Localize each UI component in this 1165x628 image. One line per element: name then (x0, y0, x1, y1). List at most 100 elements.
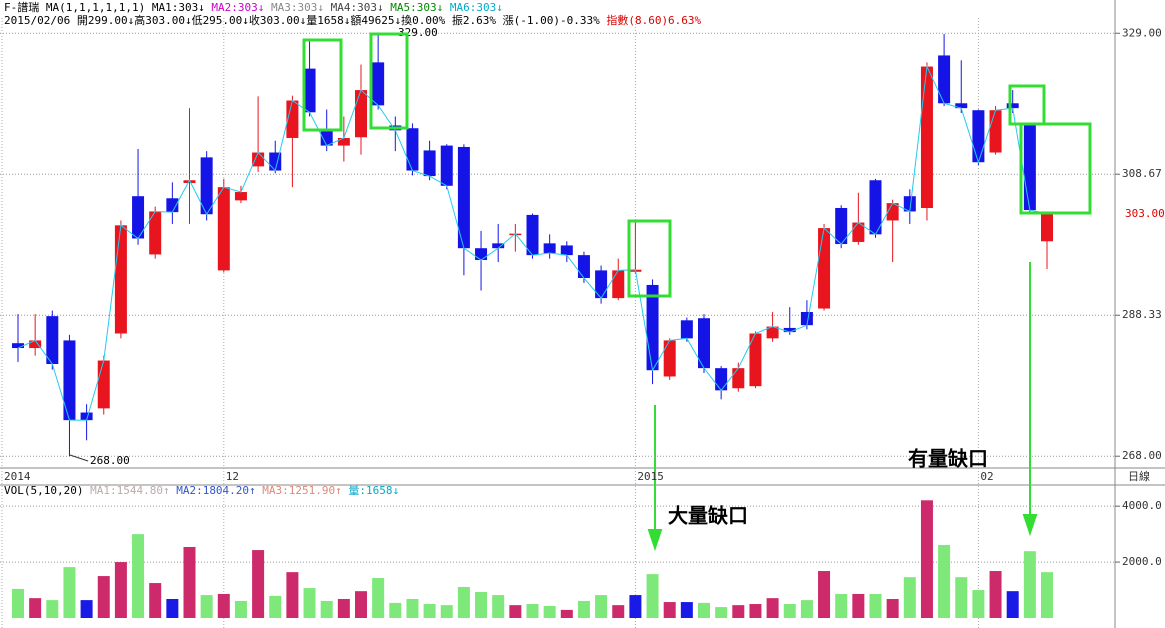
header-item: 2015/02/06 開299.00↓高303.00↓低295.00↓收303.… (4, 13, 600, 27)
candle-body (80, 412, 93, 421)
candle-body (440, 145, 453, 186)
volume-bar (269, 595, 282, 618)
volume-bar (629, 595, 642, 618)
candle-body (663, 340, 676, 377)
volume-bar (12, 588, 24, 618)
volume-bar (886, 598, 899, 618)
candle-body (475, 248, 488, 260)
candle-body (715, 368, 728, 391)
candle-body (372, 62, 385, 106)
volume-bar (698, 602, 710, 618)
candle-body (457, 146, 470, 249)
header-item: MA3:303↓ (264, 1, 324, 14)
header-item: MA2:1804.20↑ (170, 484, 256, 497)
candle-body (903, 196, 916, 212)
header-item: F-譜瑞 MA(1,1,1,1,1,1) MA1:303↓ (4, 0, 205, 14)
volume-bar (63, 567, 76, 618)
volume-bar (234, 600, 247, 618)
candle-body (800, 311, 813, 326)
candle-body (938, 55, 951, 104)
candle-body (320, 130, 333, 146)
candle-body (46, 316, 59, 364)
volume-bar (80, 600, 93, 618)
x-tick-label: 2015 (637, 470, 664, 483)
x-tick-label: 02 (980, 470, 993, 483)
candle-body (492, 243, 505, 249)
y-tick-label: 268.00 (1122, 449, 1162, 462)
candle-body (989, 110, 1002, 153)
header-item: MA6:303↓ (443, 1, 503, 14)
candle-body (234, 192, 247, 201)
volume-bar (303, 588, 316, 618)
candle-body (972, 110, 985, 163)
volume-bar (509, 605, 522, 618)
v-tick-label: 4000.0 (1122, 499, 1162, 512)
candle-body (766, 326, 779, 339)
volume-bar (749, 604, 762, 618)
volume-bar (475, 592, 488, 618)
volume-bar (337, 598, 350, 618)
annotation: 303.00 (1125, 207, 1165, 220)
candle-body (97, 360, 110, 409)
arrow-head (1022, 514, 1038, 537)
candle-body (646, 284, 659, 371)
volume-bar (166, 598, 179, 618)
highlight-boxes (302, 32, 1092, 298)
volume-bar (217, 593, 230, 618)
volume-bar (852, 593, 865, 618)
volume-bar (972, 590, 985, 618)
volume-bar (1006, 591, 1019, 618)
candle-body (818, 228, 831, 309)
volume-bar (183, 546, 196, 618)
candle-body (1023, 125, 1036, 211)
volume-bar (355, 591, 367, 618)
volume-bar (938, 545, 951, 618)
candle-body (29, 340, 42, 349)
volume-bar (1023, 551, 1036, 618)
header-line: 2015/02/06 開299.00↓高303.00↓低295.00↓收303.… (4, 13, 702, 27)
candle-body (149, 211, 162, 255)
candle-body (560, 245, 573, 256)
candle-body (166, 198, 179, 213)
volume-bar (835, 593, 848, 618)
candle-body (698, 318, 710, 369)
leader (69, 454, 89, 462)
candle-body (955, 103, 968, 109)
volume-bar (1041, 572, 1053, 618)
candle-body (526, 214, 539, 256)
y-tick-label: 329.00 (1122, 26, 1162, 39)
volume-bar (663, 602, 676, 618)
candle-body (217, 187, 230, 271)
volume-bar (149, 583, 162, 618)
volume-bar (46, 600, 59, 618)
volume-bar (612, 605, 625, 618)
candle-body (1041, 213, 1053, 242)
candle-body (886, 203, 899, 221)
candle-body (132, 196, 145, 239)
candle-body (783, 327, 796, 333)
volume-bar (818, 571, 831, 618)
candle-body (63, 340, 76, 421)
volume-bar (286, 572, 299, 618)
volume-bar (920, 500, 933, 618)
v-tick-label: 2000.0 (1122, 555, 1162, 568)
volume-bar (97, 576, 110, 618)
volume-bar (989, 571, 1002, 618)
candle-body (183, 180, 196, 184)
candle-body (200, 157, 213, 215)
volume-bar (200, 595, 213, 618)
volume-bar (577, 600, 590, 618)
candle-body (303, 68, 316, 113)
x-tick-label: 12 (226, 470, 239, 483)
header-item: MA4:303↓ (324, 1, 384, 14)
header-item: MA3:1251.90↑ (256, 484, 342, 497)
annotation: 有量缺口 (908, 447, 988, 471)
volume-bar (406, 598, 419, 618)
highlight-box (369, 32, 409, 130)
candle-body (835, 207, 848, 245)
candle-body (612, 270, 625, 299)
annotation: 大量缺口 (668, 504, 748, 528)
volume-bar (680, 602, 693, 618)
volume-bar (389, 602, 402, 618)
